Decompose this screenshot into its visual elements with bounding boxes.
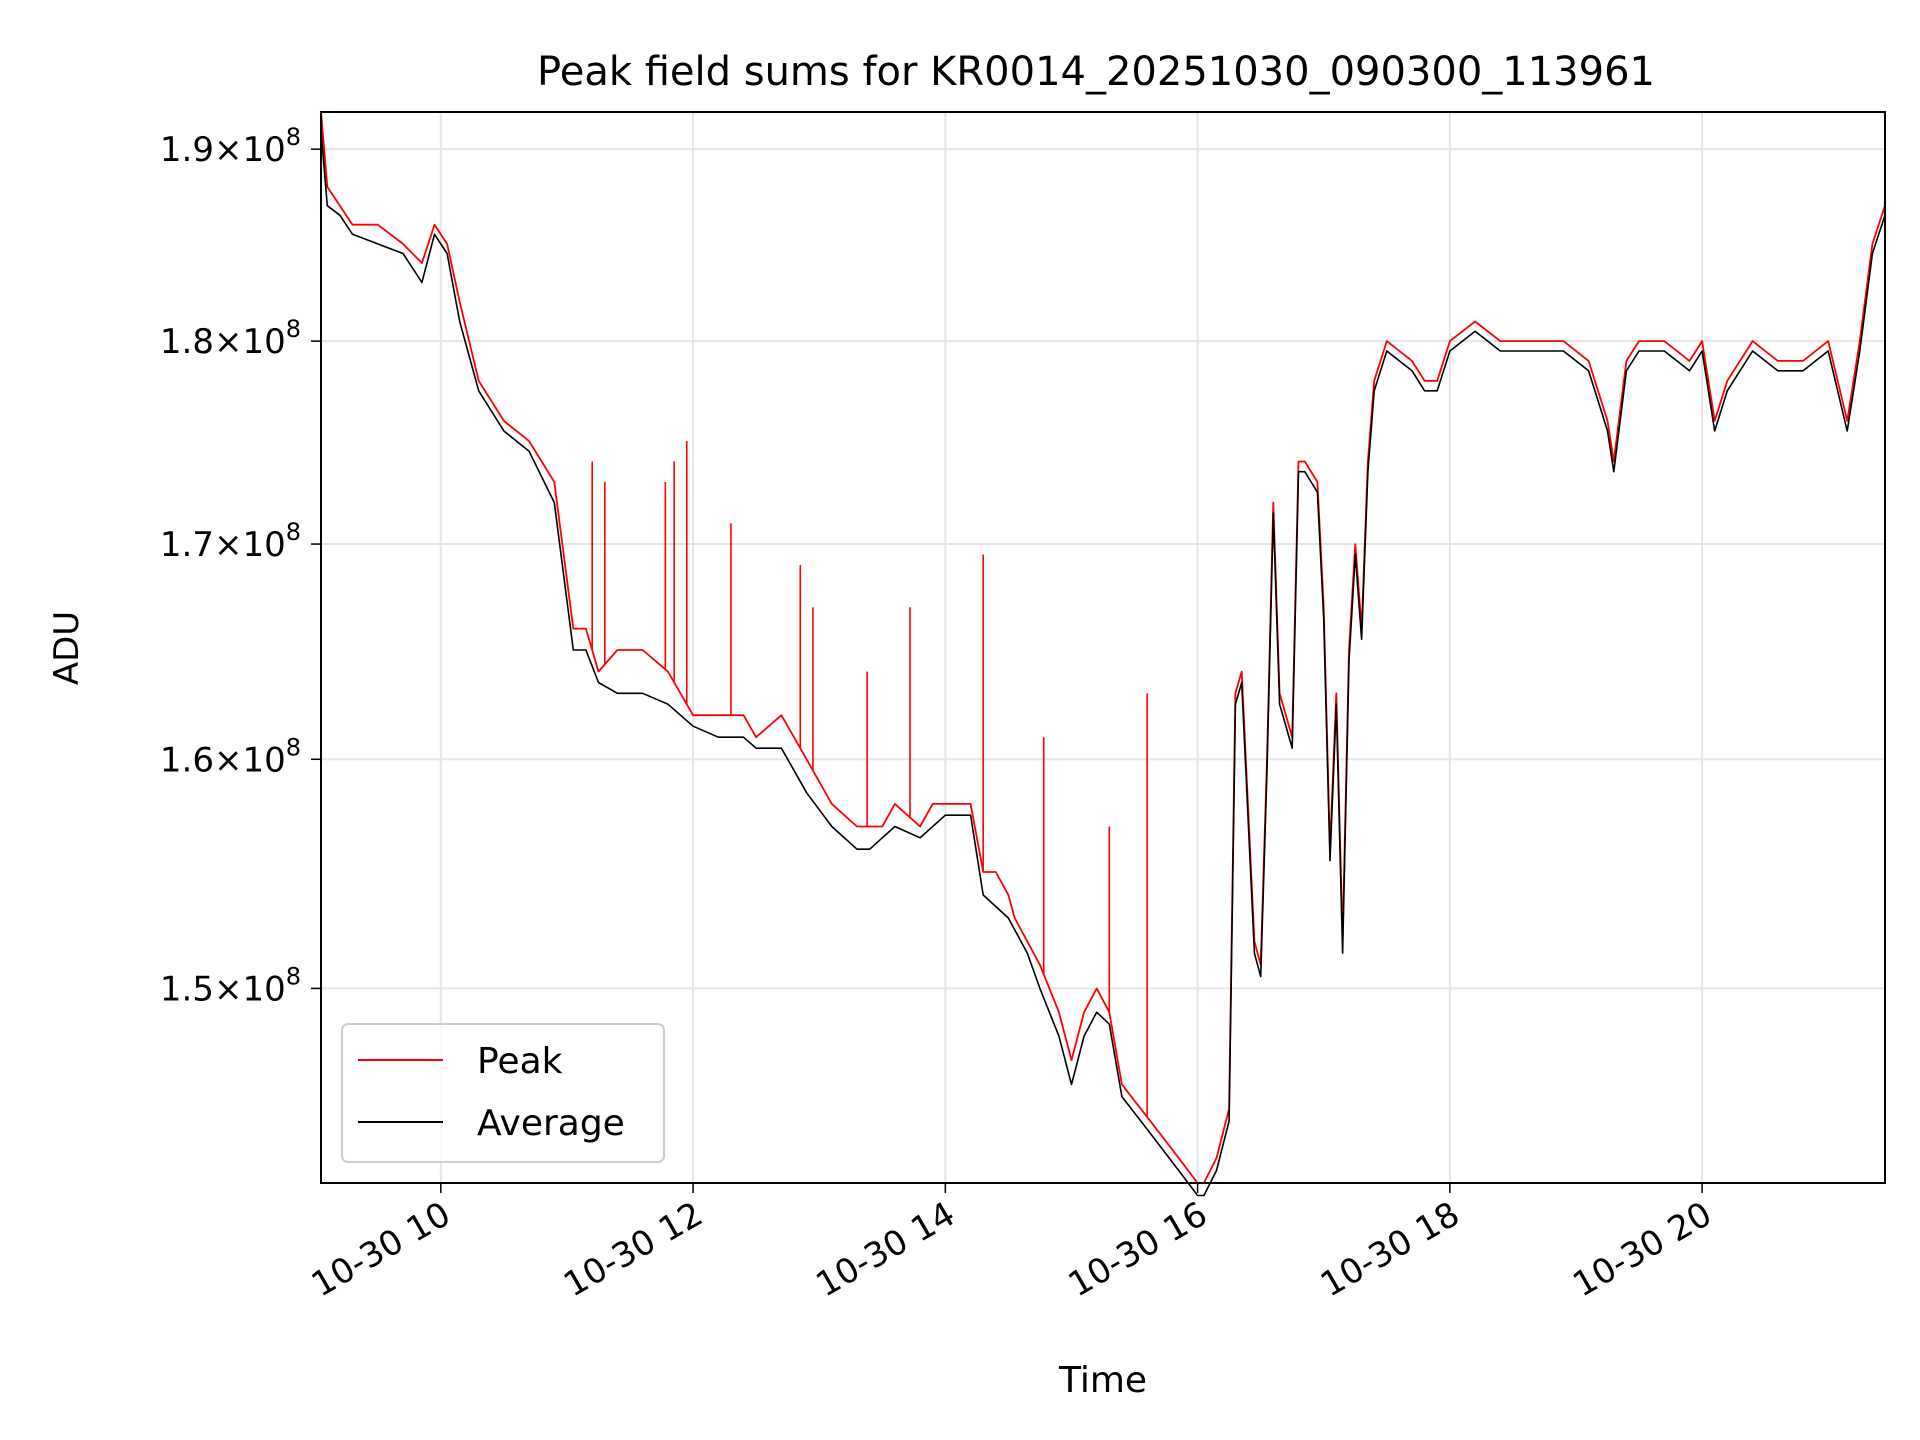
y-axis: 1.5×108 1.6×108 1.7×108 1.8×108 1.9×108 xyxy=(160,123,321,1009)
series-line-average xyxy=(320,130,1886,1197)
y-tick-label: 1.6×108 xyxy=(160,733,301,780)
plot-frame xyxy=(320,111,1886,1184)
legend-average-label: Average xyxy=(477,1103,625,1144)
y-tick-label: 1.7×108 xyxy=(160,518,301,565)
y-axis-label: ADU xyxy=(47,611,87,685)
x-axis-label: Time xyxy=(1058,1360,1147,1401)
y-tick-label: 1.9×108 xyxy=(160,123,301,170)
y-tick-label: 1.5×108 xyxy=(160,962,301,1009)
chart-title: Peak field sums for KR0014_20251030_0903… xyxy=(537,49,1655,95)
y-tick-label: 1.8×108 xyxy=(160,315,301,362)
legend-peak-label: Peak xyxy=(477,1041,563,1082)
legend-box xyxy=(341,1023,665,1163)
grid xyxy=(321,112,1885,1183)
legend: Peak Average xyxy=(341,1023,665,1163)
plot-area xyxy=(320,111,1886,1197)
